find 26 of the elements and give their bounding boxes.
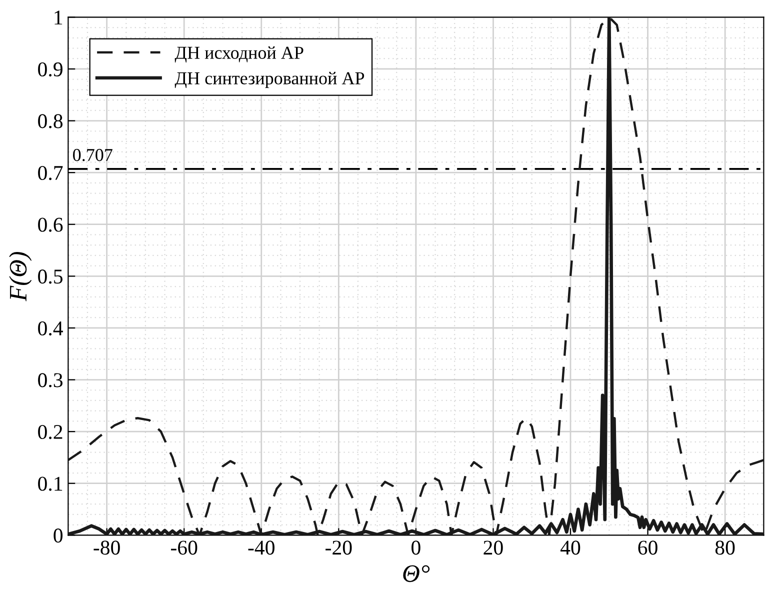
legend-label: ДН исходной АР bbox=[174, 46, 304, 63]
y-tick-label: 0.6 bbox=[38, 218, 63, 232]
y-tick-label: 0.2 bbox=[38, 424, 62, 440]
y-tick-label: 0.3 bbox=[38, 373, 62, 388]
x-axis-title: Θ° bbox=[403, 565, 430, 582]
x-tick-label: -80 bbox=[94, 540, 120, 555]
y-axis-title: F(Θ) bbox=[9, 252, 32, 302]
ref-line-label: 0.707 bbox=[73, 148, 112, 162]
y-tick-label: 0.1 bbox=[38, 476, 62, 491]
x-tick-label: -40 bbox=[248, 540, 274, 555]
y-tick-label: 0.8 bbox=[38, 114, 63, 128]
y-tick-label: 0.4 bbox=[38, 321, 63, 336]
x-tick-label: 80 bbox=[715, 540, 735, 555]
y-tick-label: 0.9 bbox=[38, 62, 62, 76]
y-tick-label: 0.7 bbox=[38, 166, 63, 180]
x-tick-label: 40 bbox=[560, 540, 580, 555]
x-tick-label: 20 bbox=[484, 540, 503, 555]
x-tick-label: 0 bbox=[412, 540, 420, 555]
y-tick-label: 0.5 bbox=[38, 270, 62, 284]
legend-label: ДН синтезированной АР bbox=[174, 72, 364, 88]
y-tick-label: 1 bbox=[54, 10, 62, 24]
x-tick-label: -20 bbox=[326, 540, 352, 555]
x-tick-label: -60 bbox=[170, 540, 198, 555]
x-tick-label: 60 bbox=[638, 540, 658, 555]
line-series bbox=[68, 17, 764, 536]
y-tick-label: 0 bbox=[54, 528, 63, 543]
